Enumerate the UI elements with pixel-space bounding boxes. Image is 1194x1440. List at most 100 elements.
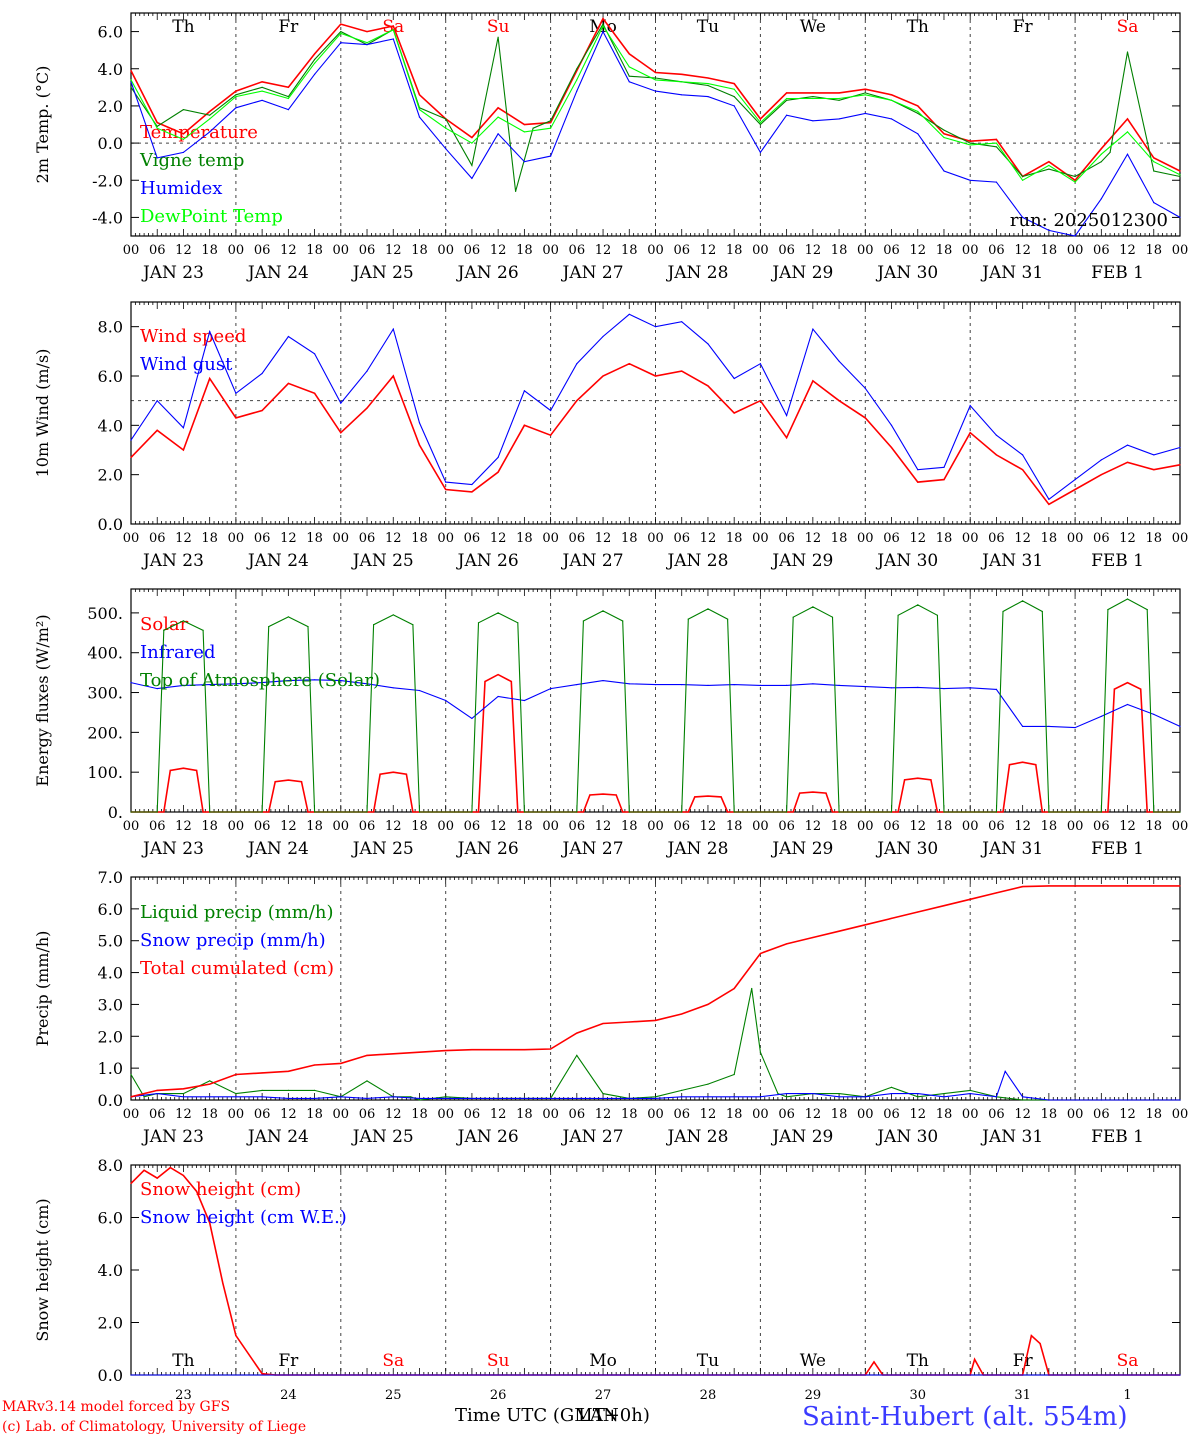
data-point [733,105,735,107]
model-credit: MARv3.14 model forced by GFS [2,1399,231,1415]
date-label: JAN 31 [980,263,1043,283]
data-point [1048,725,1050,728]
date-label: JAN 29 [770,263,833,283]
hour-tick-label: 12 [595,531,612,546]
data-point [143,1169,145,1171]
data-point [936,811,939,813]
data-point [864,112,866,114]
weekday-label: Fr [1013,17,1034,37]
date-label: JAN 23 [141,1127,204,1147]
data-point [497,695,499,698]
y-tick-label: 2.0 [98,466,123,485]
data-point [209,331,211,333]
y-axis-label: 10m Wind (m/s) [33,349,52,478]
data-point [864,686,866,688]
data-point [707,684,709,687]
data-point [838,92,840,94]
data-point [156,400,158,402]
hour-tick-label: 00 [228,819,245,834]
data-point [366,407,368,409]
data-point [759,1051,762,1053]
data-point [777,1093,779,1095]
data-point [707,77,709,79]
panel-wind: 8.0 6.0 4.0 2.0 0.0 10m Wind (m/s) 00 06 12 18 JAN… [33,301,1188,571]
data-point [995,811,998,813]
data-point [1126,461,1129,463]
data-point [969,142,971,144]
hour-tick-label: 06 [149,531,166,546]
data-point [471,491,473,493]
data-point [622,620,624,622]
hour-tick-label: 06 [464,243,481,258]
y-tick-label: 6.0 [98,23,123,42]
data-point [1074,235,1076,237]
data-point [418,1051,421,1053]
data-point [235,90,237,92]
hour-tick-label: 00 [647,531,664,546]
data-point [235,107,237,109]
date-label: JAN 28 [665,1127,728,1147]
y-tick-label: -4.0 [92,208,123,227]
data-point [392,687,394,689]
hour-tick-label: 06 [883,1107,900,1122]
data-point [1126,682,1129,684]
data-point [261,372,263,375]
hour-tick-label: 18 [1146,819,1163,834]
data-point [412,624,414,626]
data-point [523,811,526,813]
data-point [681,81,683,83]
data-point [1048,168,1050,170]
weekday-label: We [800,17,826,37]
data-point [1022,454,1024,456]
data-point [759,151,762,153]
data-point [995,146,998,148]
y-tick-label: 4.0 [98,964,123,983]
data-point [471,717,473,720]
hour-tick-label: 00 [228,531,245,546]
data-point [890,118,893,120]
copyright: (c) Lab. of Climatology, University of L… [2,1419,307,1435]
hour-tick-label: 00 [333,819,350,834]
data-point [602,1097,604,1099]
hour-tick-label: 06 [254,819,271,834]
data-point [654,375,657,377]
data-point [681,684,683,686]
data-point [943,811,945,813]
data-point [1022,175,1024,178]
data-point [864,92,866,94]
data-point [445,488,447,491]
legend-entry: Temperature [140,122,258,143]
legend-entry: Total cumulated (cm) [140,958,334,979]
data-point [287,86,289,88]
y-tick-label: 3.0 [98,995,123,1014]
data-point [340,1096,342,1098]
data-point [412,811,414,813]
data-point [786,943,788,945]
data-point [943,136,945,139]
data-point [523,390,526,392]
data-point [995,142,998,144]
data-point [654,1097,657,1099]
hour-tick-label: 18 [831,1107,848,1122]
weekday-label: Tu [697,1351,719,1371]
hour-tick-label: 12 [385,819,402,834]
data-point [445,1097,447,1099]
data-point [1140,688,1142,690]
weekday-label: We [800,1351,826,1371]
data-point [1100,459,1102,461]
date-label: JAN 26 [456,1127,519,1147]
hour-tick-label: 00 [962,243,979,258]
data-point [589,794,591,796]
hour-tick-label: 18 [201,243,218,258]
data-point [1074,727,1076,729]
data-point [235,1335,237,1337]
hour-tick-label: 00 [123,819,140,834]
weekday-label: Sa [1117,1351,1139,1371]
data-point [235,1073,237,1076]
data-point [1126,598,1129,600]
hour-tick-label: 18 [621,531,638,546]
date-label: JAN 25 [351,1127,414,1147]
date-label: JAN 28 [665,263,728,283]
run-annotation: run: 2025012300 [1010,210,1168,231]
data-point [366,1097,368,1099]
